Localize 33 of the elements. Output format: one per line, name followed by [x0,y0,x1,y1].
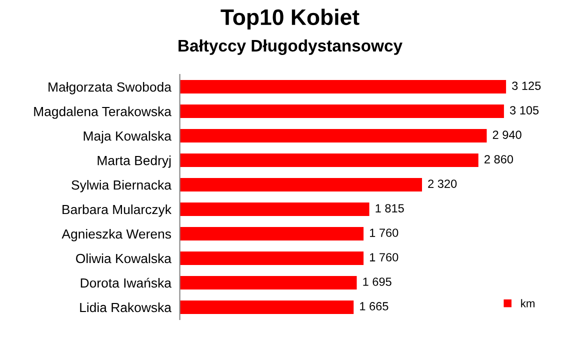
data-label: 1 760 [370,253,398,262]
y-tick-label: Dorota Iwańska [80,278,172,288]
bar [180,178,422,192]
data-label: 1 695 [363,278,392,286]
data-label: 2 940 [492,130,522,139]
y-tick-label: Magdalena Terakowska [34,106,172,119]
bar [180,227,364,241]
bar [180,104,504,118]
data-label: 1 665 [360,302,388,310]
bar [180,252,364,265]
y-tick-label: Oliwia Kowalska [76,253,172,264]
data-label: 2 320 [428,180,457,188]
y-tick-label: Barbara Mularczyk [62,204,172,217]
y-tick-label: Maja Kowalska [84,131,172,144]
y-tick-label: Marta Bedryj [98,156,171,168]
data-label: 2 860 [484,155,514,164]
y-tick-label: Agnieszka Werens [62,228,171,242]
bar [180,202,370,216]
data-label: 1 760 [370,228,398,237]
data-label: 3 125 [512,82,541,90]
legend-label: km [521,299,534,308]
data-label: 3 105 [510,106,539,114]
chart-title: Top10 Kobiet [220,8,360,30]
bar [180,300,354,314]
data-label: 1 815 [376,204,404,212]
y-tick-label: Lidia Rakowska [80,302,172,312]
bar [180,80,506,94]
bar [180,276,357,290]
y-tick-label: Małgorzata Swoboda [48,82,172,94]
y-tick-label: Sylwia Biernacka [72,180,172,192]
chart-subtitle: Bałtyccy Długodystansowcy [178,39,402,56]
bar [180,129,487,143]
bar [180,154,478,168]
